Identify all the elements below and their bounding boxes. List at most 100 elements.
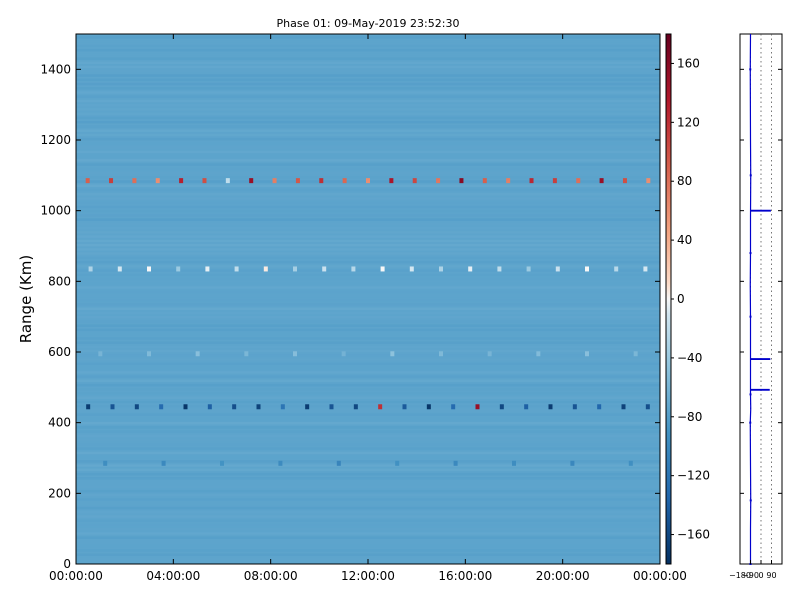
heatmap-range-stripe [76,108,660,111]
heatmap-band-cell [195,351,200,357]
heatmap-range-stripe [76,269,660,272]
heatmap-range-stripe [76,150,660,154]
heatmap-band-cell [402,404,407,410]
heatmap-band-cell [599,178,604,184]
heatmap-range-stripe [76,307,660,310]
heatmap-band-cell [475,404,480,410]
heatmap-x-axis: 00:00:00 04:00:00 08:00:00 12:00:00 16:00:00… [49,34,687,583]
heatmap-range-stripe [76,116,660,120]
heatmap-range-stripe [76,455,660,459]
heatmap-y-axis: 0 200 400 600 800 1000 1200 1400 [40,62,660,571]
heatmap-range-stripe [76,337,660,340]
heatmap-band-cell [555,266,560,272]
colorbar-tick-label: −40 [677,351,702,365]
heatmap-range-stripe [76,197,660,200]
heatmap-range-stripe [76,485,660,489]
heatmap-range-stripe [76,44,660,48]
heatmap-band-cell [585,266,589,272]
heatmap-range-stripe [76,218,660,221]
heatmap-range-stripe [76,515,660,518]
heatmap-range-stripe [76,324,660,327]
heatmap-range-stripe [76,519,660,522]
heatmap-band-cell [389,178,394,184]
heatmap-cells [76,34,660,564]
colorbar-tick-label: −160 [677,528,710,542]
heatmap-range-stripe [76,99,660,103]
heatmap-range-stripe [76,299,660,302]
heatmap-range-stripe [76,120,660,124]
heatmap-band-cell [380,266,385,272]
heatmap-band-cell [109,178,114,184]
heatmap-band-cell [232,404,237,410]
heatmap-band-cell [85,178,90,184]
heatmap-band-cell [329,404,334,410]
heatmap-x-tick-label: 08:00:00 [244,569,298,583]
heatmap-range-stripe [76,371,660,374]
heatmap-range-stripe [76,451,660,455]
heatmap-band-cell [524,404,529,410]
heatmap-range-stripe [76,87,660,90]
heatmap-band-cell [256,404,261,410]
heatmap-range-stripe [76,252,660,255]
heatmap-range-stripe [76,273,660,277]
heatmap-range-stripe [76,137,660,141]
heatmap-band-cell [205,266,210,272]
heatmap-band-cell [322,266,327,272]
heatmap-range-stripe [76,286,660,289]
colorbar-tick-label: 120 [677,115,700,129]
heatmap-y-tick-label: 200 [48,486,71,500]
profile-x-tick-label: 0 [758,571,763,580]
heatmap-band-cell [183,404,188,410]
colorbar: 160 120 80 40 0 −40 −80 −120 −160 [665,33,710,565]
heatmap-x-tick-label: 20:00:00 [536,569,590,583]
heatmap-range-stripe [76,468,660,472]
heatmap-plot: 00:00:00 04:00:00 08:00:00 12:00:00 16:00:00… [40,33,687,583]
heatmap-band-cell [409,266,414,272]
colorbar-tick-label: −120 [677,469,710,483]
heatmap-y-tick-label: 400 [48,416,71,430]
heatmap-band-cell [633,351,638,357]
heatmap-x-tick-label: 16:00:00 [438,569,492,583]
heatmap-x-tick-label: 00:00:00 [49,569,103,583]
colorbar-tick-label: 160 [677,56,700,70]
heatmap-band-cell [646,178,651,184]
heatmap-band-cell [529,178,534,184]
heatmap-range-stripe [76,184,660,188]
heatmap-range-stripe [76,133,660,137]
heatmap-y-tick-label: 600 [48,345,71,359]
heatmap-range-stripe [76,315,660,319]
heatmap-band-cell [103,460,108,466]
heatmap-band-cell [621,404,626,410]
heatmap-range-stripe [76,231,660,234]
heatmap-band-cell [436,178,441,184]
heatmap-range-stripe [76,205,660,209]
heatmap-x-tick-label: 04:00:00 [146,569,200,583]
heatmap-range-stripe [76,557,660,561]
heatmap-band-cell [176,266,181,272]
heatmap-band-cell [499,404,504,410]
heatmap-range-stripe [76,282,660,285]
heatmap-range-stripe [76,366,660,370]
heatmap-range-stripe [76,214,660,217]
heatmap-band-cell [597,404,602,410]
heatmap-range-stripe [76,532,660,535]
heatmap-band-cell [497,266,502,272]
heatmap-range-stripe [76,167,660,171]
heatmap-range-stripe [76,498,660,501]
heatmap-band-cell [614,266,619,272]
heatmap-band-cell [482,178,487,184]
heatmap-range-stripe [76,48,660,52]
heatmap-band-cell [536,351,541,357]
heatmap-band-cell [161,460,166,466]
heatmap-range-stripe [76,290,660,294]
y-axis-label: Range (Km) [17,255,35,343]
heatmap-range-stripe [76,494,660,497]
heatmap-range-stripe [76,527,660,531]
heatmap-range-stripe [76,193,660,196]
colorbar-tick-label: 80 [677,174,692,188]
chart-title: Phase 01: 09-May-2019 23:52:30 [277,17,460,30]
heatmap-band-cell [526,266,531,272]
profile-point [749,174,752,177]
heatmap-band-cell [643,266,648,272]
heatmap-band-cell [155,178,160,184]
